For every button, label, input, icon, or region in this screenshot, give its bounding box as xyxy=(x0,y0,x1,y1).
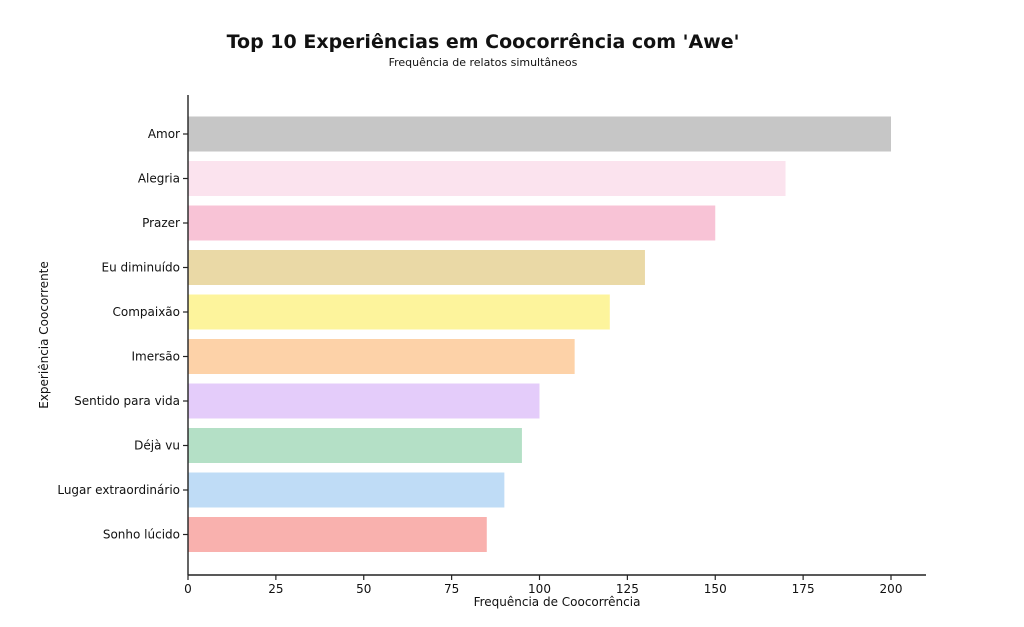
y-tick-label: Sentido para vida xyxy=(74,394,180,408)
bar xyxy=(188,205,716,241)
chart-title: Top 10 Experiências em Coocorrência com … xyxy=(227,31,740,53)
bar xyxy=(188,250,645,285)
y-axis-label: Experiência Coocorrente xyxy=(37,261,51,409)
bar xyxy=(188,294,610,330)
y-tick-labels: Amor Alegria Prazer Eu diminuído Compaixão Im… xyxy=(57,127,188,542)
y-tick-label: Alegria xyxy=(138,172,180,186)
chart-subtitle: Frequência de relatos simultâneos xyxy=(389,56,578,69)
bars-layer xyxy=(188,116,891,552)
y-tick-label: Lugar extraordinário xyxy=(57,483,180,497)
bar xyxy=(188,383,540,419)
x-tick-label: 25 xyxy=(268,582,283,596)
y-tick-label: Déjà vu xyxy=(134,439,180,453)
y-tick-label: Compaixão xyxy=(112,305,180,319)
bar xyxy=(188,428,522,463)
x-axis-label: Frequência de Coocorrência xyxy=(474,595,641,609)
x-tick-label: 150 xyxy=(704,582,727,596)
y-tick-label: Eu diminuído xyxy=(102,261,180,275)
x-tick-label: 200 xyxy=(880,582,903,596)
x-ticks: 0 25 50 75 100 125 150 175 200 xyxy=(184,575,902,596)
bar xyxy=(188,161,786,196)
x-tick-label: 0 xyxy=(184,582,192,596)
y-tick-label: Sonho lúcido xyxy=(103,528,180,542)
bar xyxy=(188,339,575,374)
x-tick-label: 100 xyxy=(528,582,551,596)
x-tick-label: 75 xyxy=(444,582,459,596)
y-tick-label: Prazer xyxy=(142,216,180,230)
x-tick-label: 125 xyxy=(616,582,639,596)
x-tick-label: 50 xyxy=(356,582,371,596)
bar xyxy=(188,116,891,152)
y-tick-label: Imersão xyxy=(132,350,181,364)
bar xyxy=(188,472,505,508)
bar xyxy=(188,517,487,552)
y-tick-label: Amor xyxy=(148,127,180,141)
x-tick-label: 175 xyxy=(792,582,815,596)
